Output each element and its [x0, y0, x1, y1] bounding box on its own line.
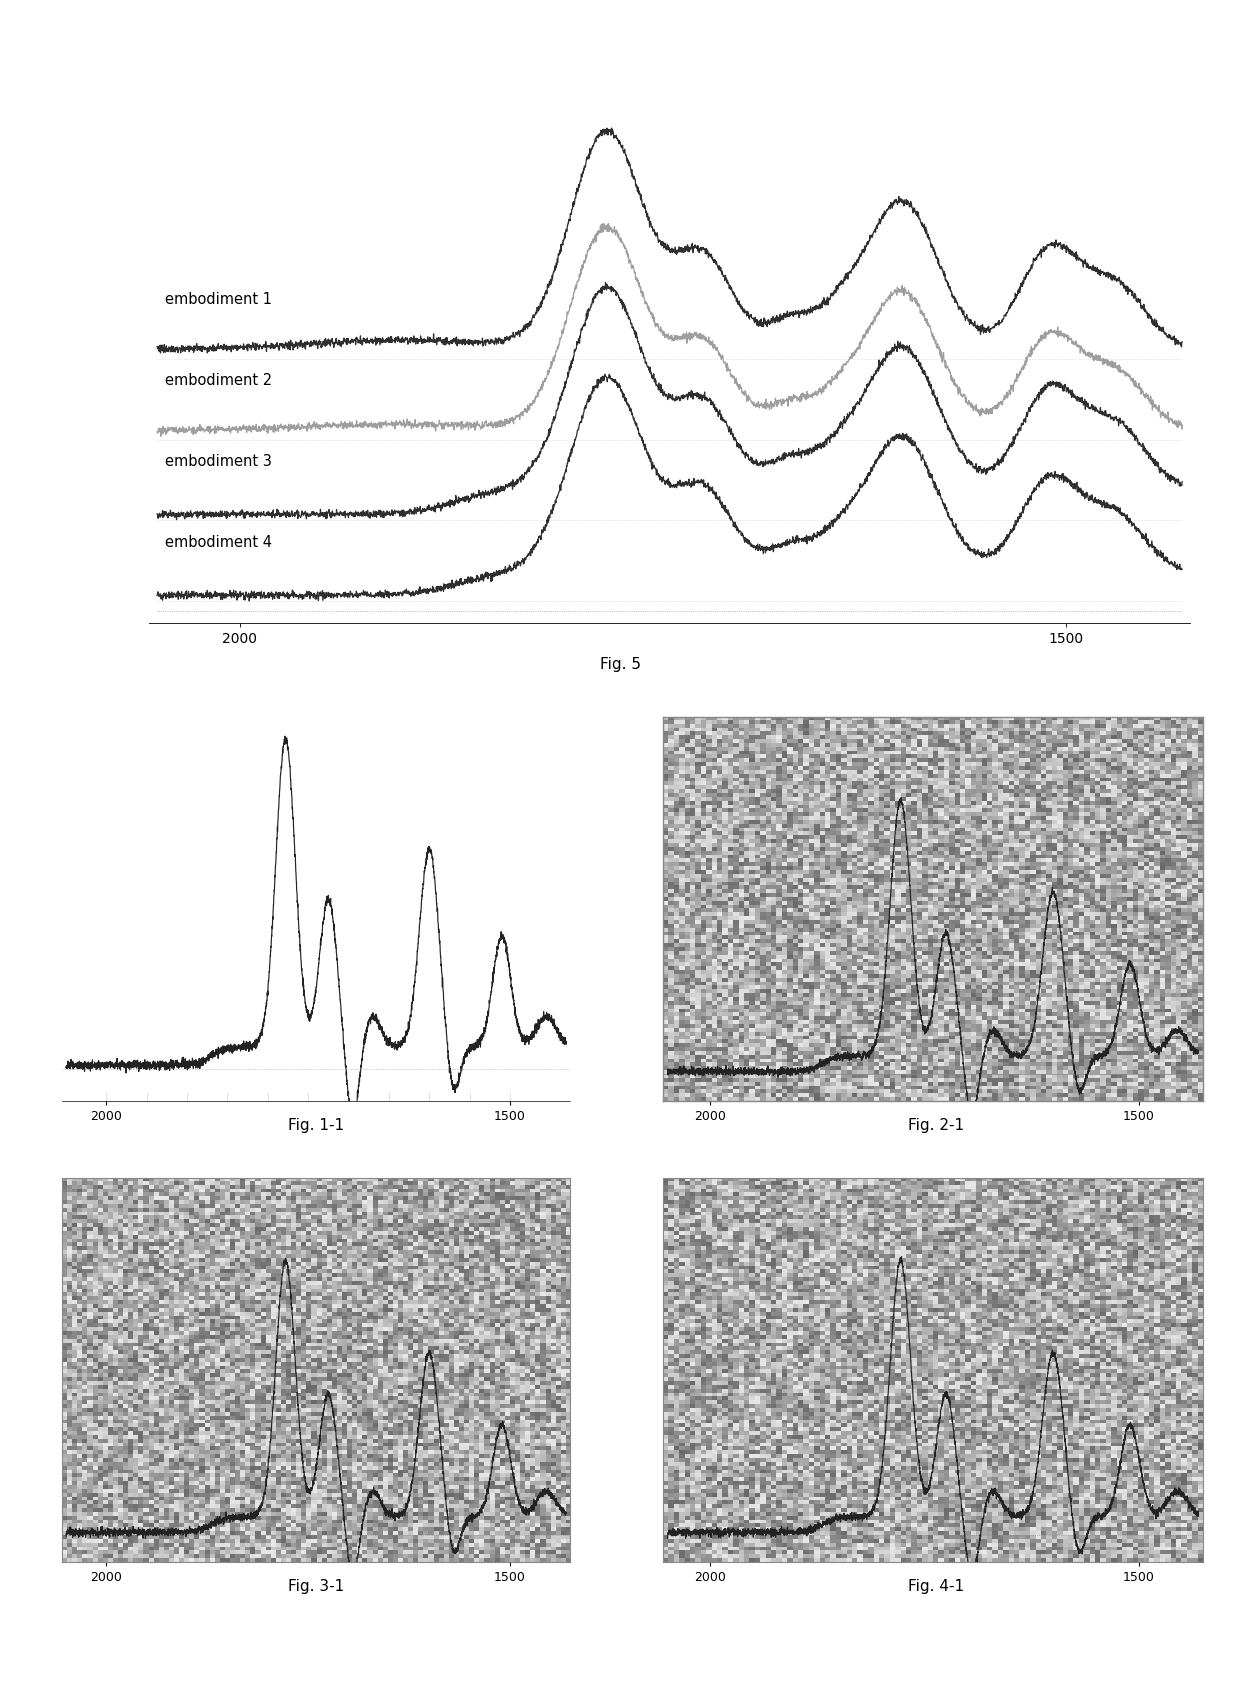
Text: Fig. 4-1: Fig. 4-1: [908, 1579, 965, 1594]
Text: embodiment 2: embodiment 2: [165, 374, 273, 387]
Text: Fig. 5: Fig. 5: [599, 657, 641, 673]
Text: Fig. 1-1: Fig. 1-1: [288, 1118, 345, 1133]
Text: embodiment 3: embodiment 3: [165, 454, 273, 469]
Text: Fig. 2-1: Fig. 2-1: [908, 1118, 965, 1133]
Text: embodiment 4: embodiment 4: [165, 534, 273, 550]
Text: Fig. 3-1: Fig. 3-1: [288, 1579, 345, 1594]
Text: embodiment 1: embodiment 1: [165, 292, 273, 307]
